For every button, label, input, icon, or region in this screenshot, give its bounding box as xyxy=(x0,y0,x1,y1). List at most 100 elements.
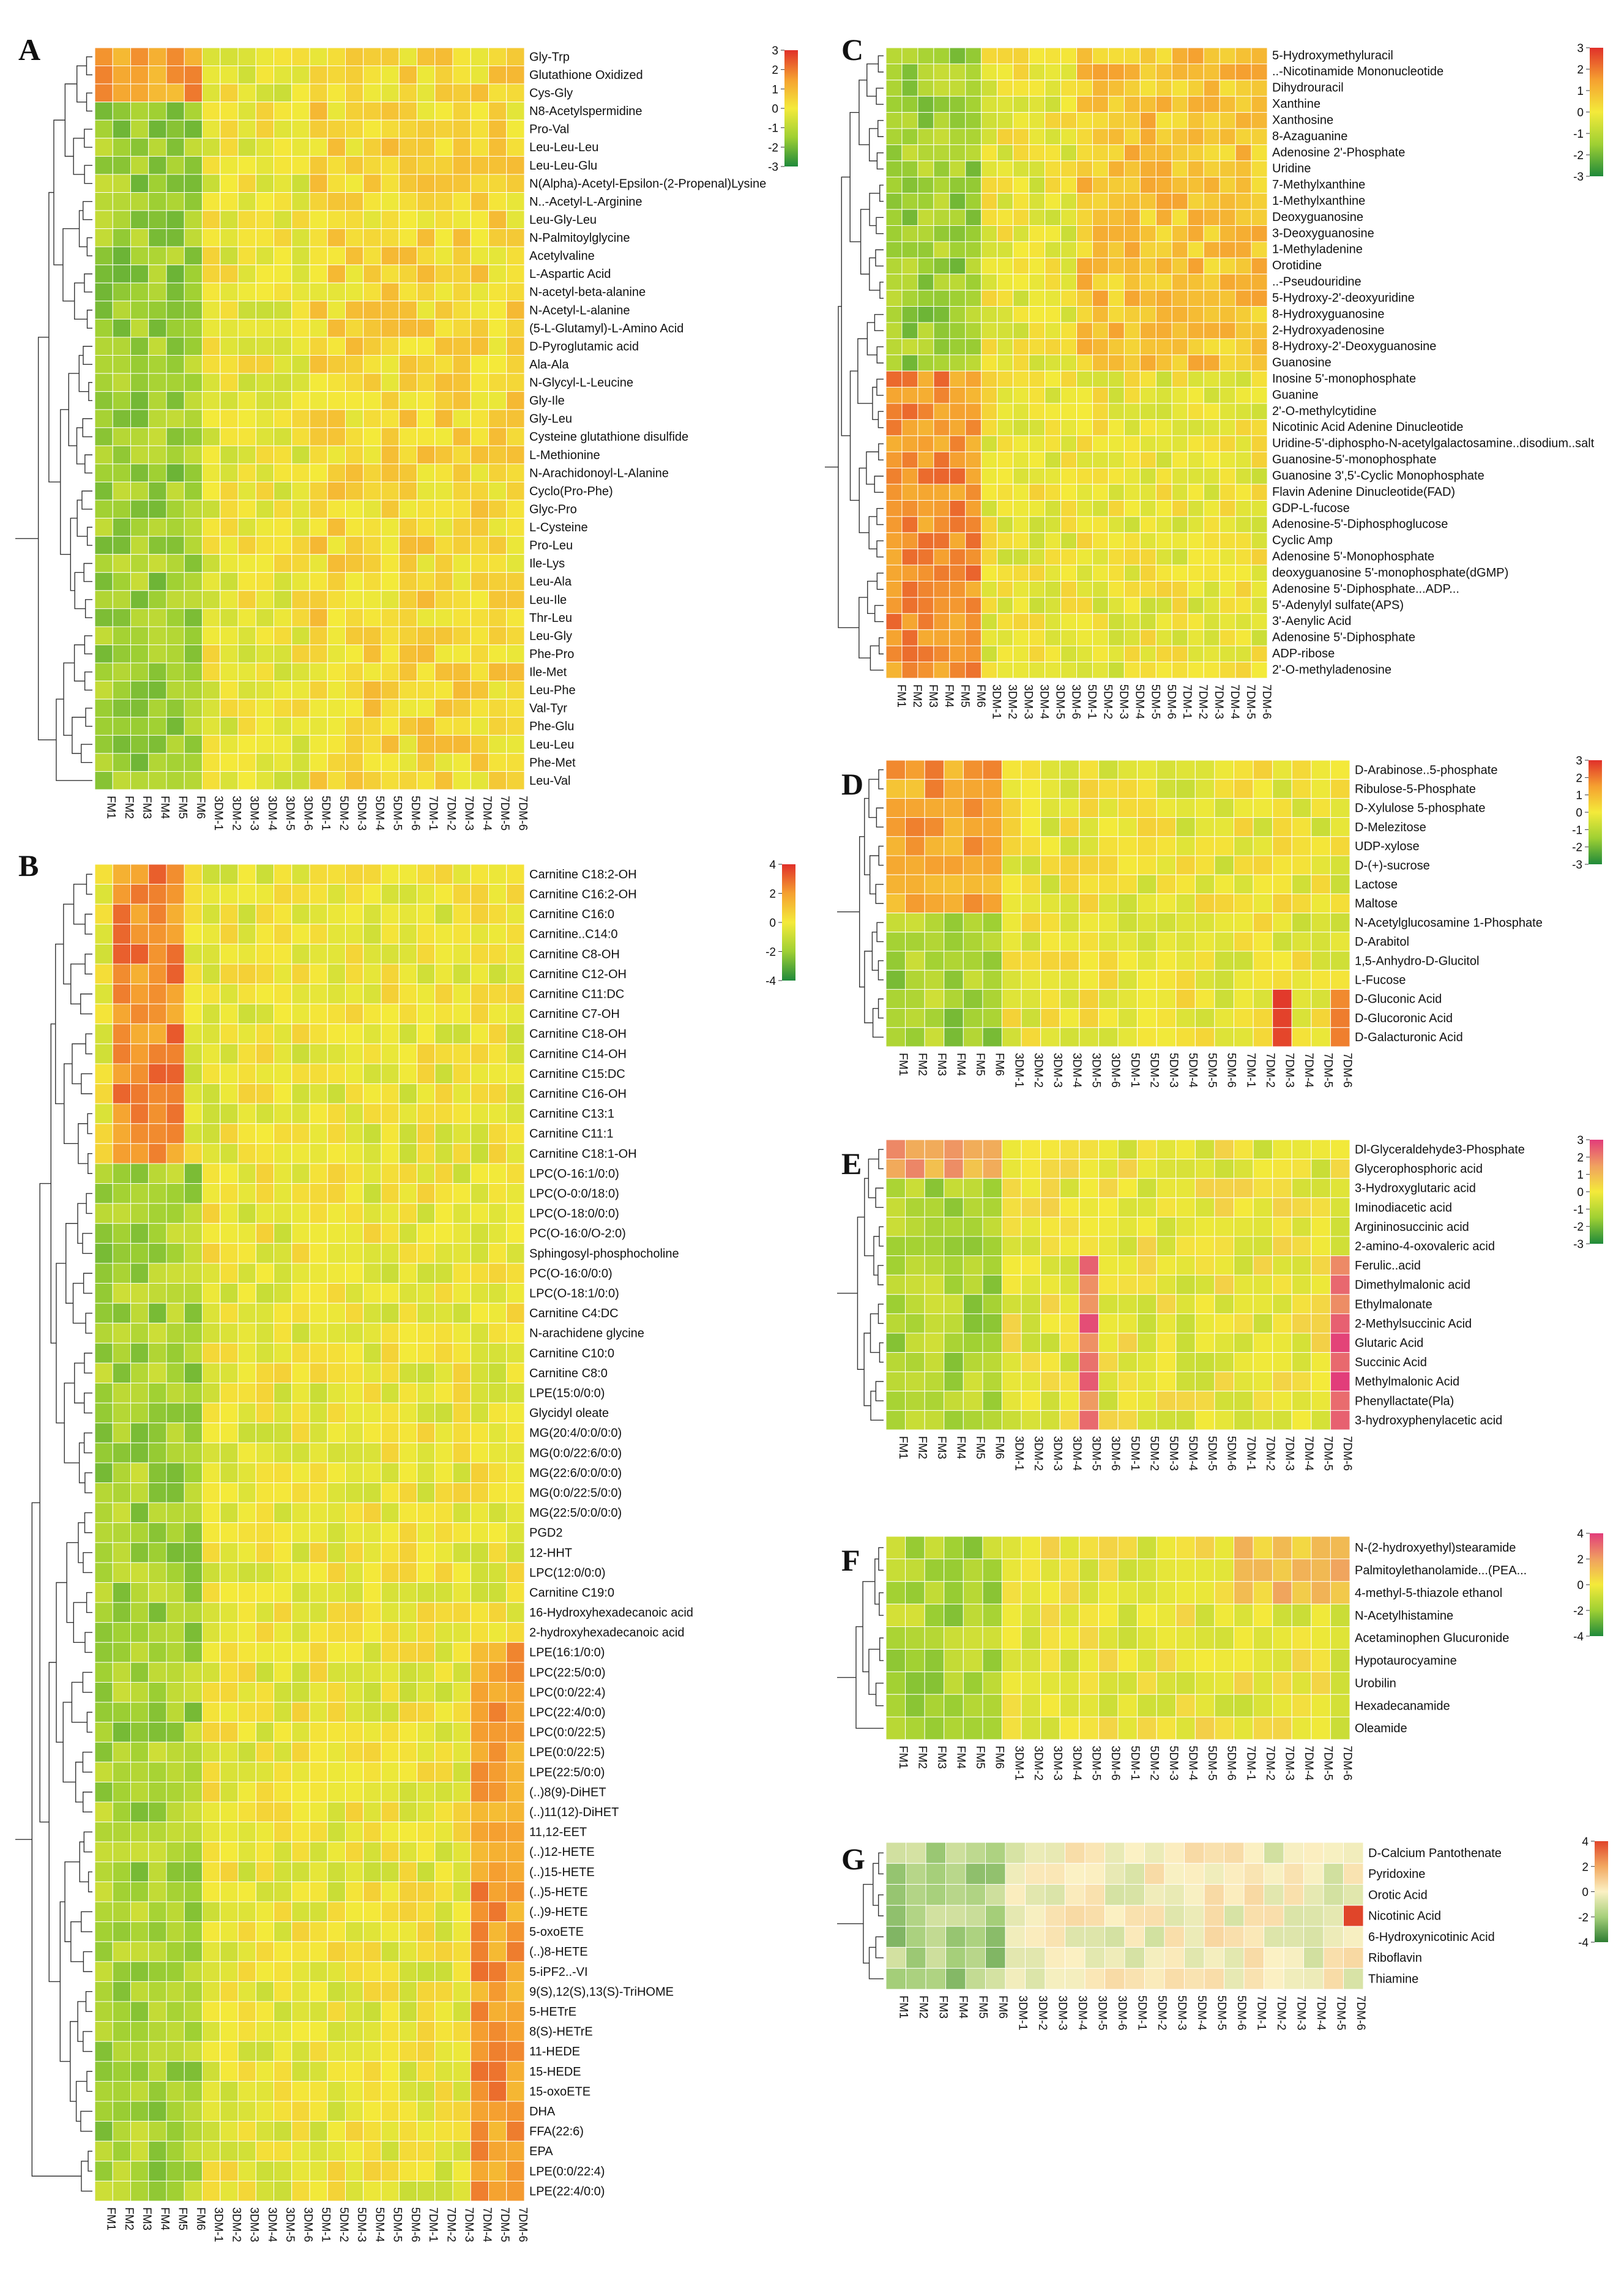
heatmap-cell xyxy=(1234,1536,1254,1560)
heatmap-cell xyxy=(924,1274,945,1295)
heatmap-cell xyxy=(1045,597,1062,614)
heatmap-cell xyxy=(1234,1671,1254,1695)
heatmap-cell xyxy=(381,717,400,736)
heatmap-cell xyxy=(309,65,328,84)
heatmap-cell xyxy=(130,2021,149,2042)
heatmap-cell xyxy=(291,155,310,175)
heatmap-cell xyxy=(148,481,167,501)
heatmap-cell xyxy=(1117,760,1138,780)
heatmap-cell xyxy=(924,760,945,780)
heatmap-cell xyxy=(184,427,203,446)
heatmap-cell xyxy=(470,373,489,392)
heatmap-cell xyxy=(327,1781,346,1803)
dendrogram-branch xyxy=(74,1363,84,1404)
heatmap-cell xyxy=(237,47,256,67)
heatmap-cell xyxy=(255,1562,274,1583)
heatmap-cell xyxy=(1272,893,1292,914)
heatmap-cell xyxy=(327,1602,346,1623)
heatmap-cell xyxy=(1219,484,1236,501)
heatmap-cell xyxy=(202,481,221,501)
heatmap-cell xyxy=(1155,387,1172,404)
heatmap-cell xyxy=(309,1642,328,1663)
heatmap-cell xyxy=(434,554,453,573)
heatmap-cell xyxy=(488,1901,507,1923)
heatmap-cell xyxy=(1156,893,1177,914)
heatmap-cell xyxy=(506,1582,525,1603)
heatmap-cell xyxy=(1171,322,1188,339)
heatmap-cell xyxy=(202,1622,221,1643)
heatmap-cell xyxy=(1137,970,1157,990)
heatmap-cell xyxy=(309,2140,328,2162)
heatmap-cell xyxy=(982,1294,1003,1314)
heatmap-cell xyxy=(1219,662,1236,679)
heatmap-cell xyxy=(237,1801,256,1823)
heatmap-cell xyxy=(345,138,364,157)
heatmap-cell xyxy=(363,735,382,754)
heatmap-cell xyxy=(220,1183,239,1204)
heatmap-cell xyxy=(148,1722,167,1743)
heatmap-cell xyxy=(112,1323,131,1344)
column-label: 5DM-3 xyxy=(355,796,368,831)
heatmap-cell xyxy=(1203,112,1220,129)
heatmap-cell xyxy=(184,984,203,1004)
heatmap-cell xyxy=(148,1023,167,1044)
heatmap-cell xyxy=(981,629,998,646)
heatmap-cell xyxy=(488,884,507,905)
dendrogram-branch xyxy=(879,1342,884,1363)
heatmap-cell xyxy=(112,1502,131,1523)
heatmap-cell xyxy=(130,717,149,736)
heatmap-cell xyxy=(274,373,292,392)
heatmap-cell xyxy=(997,144,1014,162)
heatmap-cell xyxy=(166,1263,185,1284)
heatmap-cell xyxy=(917,209,934,226)
heatmap-cell xyxy=(381,1462,400,1484)
heatmap-cell xyxy=(130,1602,149,1623)
heatmap-cell xyxy=(1108,128,1125,145)
heatmap-cell xyxy=(506,192,525,211)
heatmap-cell xyxy=(1291,817,1312,837)
heatmap-cell xyxy=(327,1303,346,1324)
heatmap-cell xyxy=(1002,893,1022,914)
heatmap-cell xyxy=(1060,290,1078,307)
heatmap-cell xyxy=(381,864,400,885)
heatmap-cell xyxy=(381,903,400,925)
heatmap-cell xyxy=(94,1881,113,1902)
heatmap-cell xyxy=(963,932,983,952)
heatmap-cell xyxy=(1156,1139,1177,1160)
heatmap-cell xyxy=(924,836,945,856)
heatmap-cell xyxy=(417,1203,436,1224)
heatmap-cell xyxy=(1040,1671,1060,1695)
heatmap-cell xyxy=(398,626,417,646)
legend-tick-label: 0 xyxy=(772,103,778,116)
heatmap-cell xyxy=(1045,419,1062,436)
heatmap-cell xyxy=(327,1482,346,1503)
heatmap-cell xyxy=(452,337,471,356)
heatmap-cell xyxy=(1139,499,1157,517)
heatmap-cell xyxy=(274,984,292,1004)
row-label: Cyclo(Pro-Phe) xyxy=(529,485,613,498)
heatmap-cell xyxy=(1108,564,1125,582)
heatmap-cell xyxy=(1021,1236,1041,1257)
heatmap-cell xyxy=(220,1383,239,1404)
heatmap-cell xyxy=(1235,306,1252,323)
heatmap-cell xyxy=(933,451,950,469)
heatmap-cell xyxy=(901,63,918,81)
heatmap-cell xyxy=(148,1063,167,1085)
heatmap-cell xyxy=(291,1003,310,1025)
heatmap-cell xyxy=(130,536,149,555)
heatmap-cell xyxy=(148,1741,167,1763)
heatmap-cell xyxy=(274,1303,292,1324)
heatmap-cell xyxy=(398,884,417,905)
heatmap-cell xyxy=(434,1582,453,1603)
heatmap-cell xyxy=(220,1243,239,1264)
heatmap-cell xyxy=(1235,274,1252,291)
heatmap-cell xyxy=(901,225,918,242)
heatmap-cell xyxy=(345,409,364,428)
row-label: Xanthine xyxy=(1272,97,1320,111)
heatmap-cell xyxy=(202,1003,221,1025)
row-label: Thr-Leu xyxy=(529,611,572,625)
heatmap-cell xyxy=(94,1981,113,2002)
heatmap-cell xyxy=(1175,1626,1196,1650)
heatmap-cell xyxy=(1235,160,1252,178)
heatmap-cell xyxy=(274,445,292,465)
